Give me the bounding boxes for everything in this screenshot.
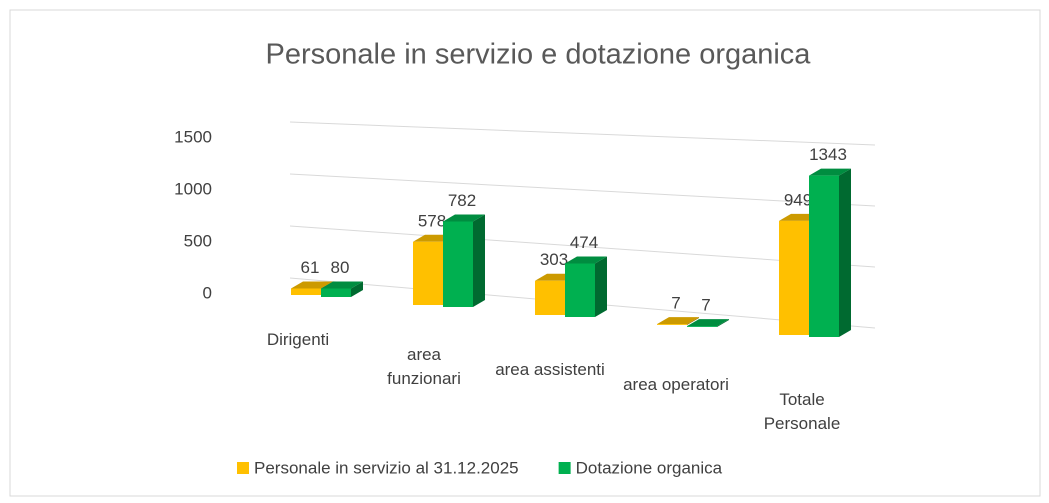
- bar-face: [717, 319, 729, 327]
- value-label: 949: [784, 190, 812, 209]
- bar-face: [565, 256, 607, 264]
- bar-face: [839, 168, 851, 337]
- bar-face: [657, 317, 699, 325]
- value-label: 578: [418, 211, 446, 230]
- grid-line: [289, 173, 876, 207]
- bar-face: [443, 214, 485, 222]
- bar: [657, 317, 699, 325]
- value-label: 7: [701, 296, 710, 315]
- bar-face: [413, 241, 443, 305]
- legend-swatch: [558, 462, 571, 474]
- value-label: 7: [671, 294, 680, 313]
- bar-face: [687, 319, 729, 327]
- bar-face: [321, 281, 363, 289]
- bar: [687, 319, 729, 327]
- legend-swatch: [237, 462, 249, 474]
- value-label: 80: [331, 258, 350, 277]
- x-tick-label: Dirigenti: [266, 329, 330, 349]
- legend-label: Personale in servizio al 31.12.2025: [254, 458, 519, 477]
- bar: [321, 281, 363, 297]
- bar-face: [687, 326, 717, 327]
- bar-face: [291, 281, 333, 289]
- bar-face: [657, 324, 687, 325]
- bar-face: [779, 220, 809, 335]
- x-tick-label: area operatori: [623, 374, 729, 394]
- y-tick-label: 0: [203, 283, 212, 302]
- grid-line: [289, 121, 876, 146]
- value-label: 303: [540, 250, 568, 269]
- bar-face: [565, 263, 595, 317]
- bar-face: [809, 168, 851, 176]
- value-label: 474: [570, 233, 598, 252]
- bar-face: [321, 288, 351, 297]
- bar-face: [809, 175, 839, 337]
- bar-face: [595, 256, 607, 317]
- chart-title: Personale in servizio e dotazione organi…: [266, 39, 812, 71]
- x-tick-label: Totale Personale: [763, 389, 841, 433]
- bar: [443, 214, 485, 307]
- bar-face: [535, 280, 565, 315]
- y-tick-label: 1500: [174, 127, 212, 146]
- legend-label: Dotazione organica: [576, 458, 723, 477]
- y-tick-label: 500: [184, 231, 212, 250]
- y-tick-label: 1000: [174, 179, 212, 198]
- x-tick-label: area assistenti: [495, 359, 605, 379]
- chart-border: [9, 9, 1041, 497]
- bar: [809, 168, 851, 337]
- bar-face: [443, 221, 473, 307]
- value-label: 1343: [809, 145, 847, 164]
- bar-face: [351, 281, 363, 297]
- x-tick-label: area funzionari: [387, 344, 461, 388]
- bar-face: [687, 317, 699, 325]
- grid-line: [289, 225, 876, 268]
- value-label: 61: [301, 258, 320, 277]
- bar: [565, 256, 607, 317]
- bar-face: [291, 288, 321, 295]
- bar-face: [473, 214, 485, 307]
- value-label: 782: [448, 191, 476, 210]
